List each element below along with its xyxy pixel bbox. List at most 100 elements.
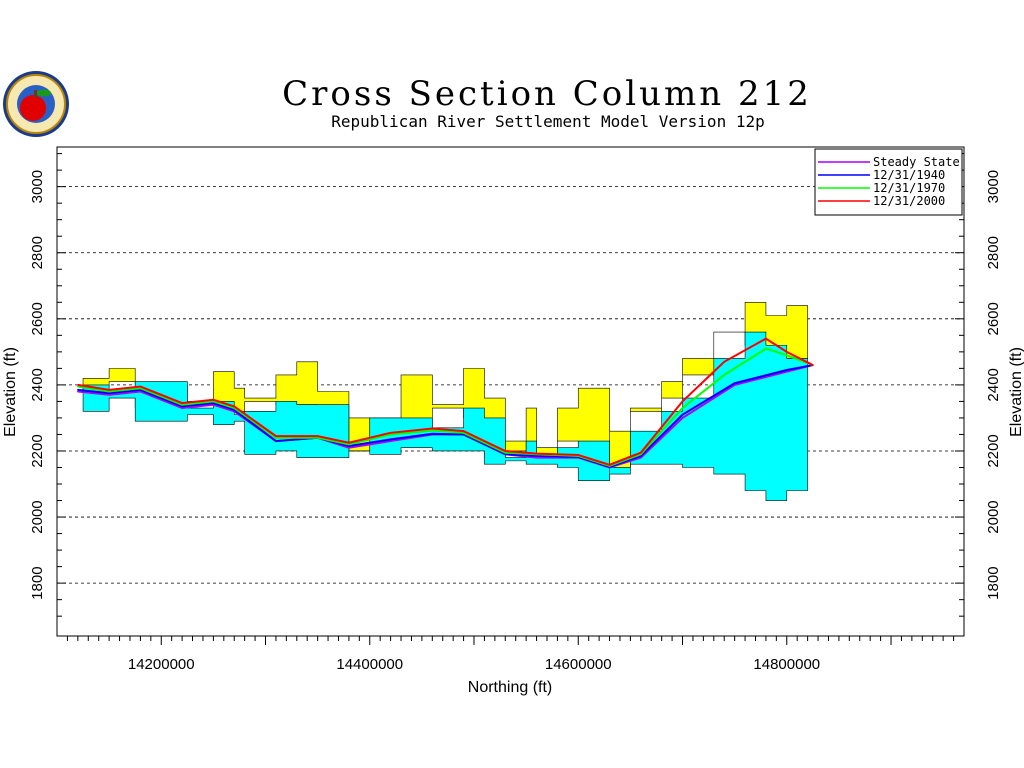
series-point-3-15: [608, 464, 611, 466]
series-point-3-20: [785, 351, 788, 353]
y-tick-label-left-2200: 2200: [29, 434, 46, 467]
series-point-3-6: [275, 435, 277, 437]
y-tick-label-left-2000: 2000: [29, 500, 46, 533]
y-tick-label-right-2200: 2200: [985, 434, 1002, 467]
series-point-0-17: [681, 417, 684, 419]
chart-subtitle: Republican River Settlement Model Versio…: [331, 112, 764, 131]
series-point-3-10: [431, 427, 434, 430]
series-point-0-16: [640, 456, 642, 459]
y-tick-label-left-2800: 2800: [29, 236, 46, 269]
series-line-3: [77, 337, 814, 466]
series-point-1-19: [785, 369, 788, 371]
plot-frame: [56, 146, 965, 637]
series-point-1-1: [108, 392, 110, 394]
series-line-2: [77, 347, 814, 467]
layer-lower-fill: [82, 331, 808, 501]
series-point-2-18: [723, 374, 726, 376]
x-axis-ticks: 14200000 14400000 14600000 14800000: [66, 636, 955, 673]
series-point-3-12: [504, 450, 507, 452]
series-point-2-12: [504, 451, 507, 454]
series-point-1-9: [389, 438, 392, 441]
series-point-3-9: [389, 432, 392, 434]
series-point-2-8: [348, 443, 350, 446]
series-point-1-3: [181, 405, 183, 408]
series-point-3-11: [462, 430, 465, 432]
series-point-2-10: [431, 429, 434, 432]
x-tick-label-14200000: 14200000: [128, 656, 195, 673]
water-level-series: [77, 337, 814, 469]
y-tick-label-left-3000: 3000: [29, 170, 46, 203]
series-point-2-16: [640, 453, 642, 456]
series-point-1-13: [535, 455, 538, 457]
series-point-0-9: [389, 440, 392, 442]
series-point-3-8: [348, 441, 350, 444]
series-point-3-5: [233, 405, 236, 408]
series-point-2-1: [108, 390, 110, 393]
series-point-2-19: [765, 347, 767, 350]
series-point-0-2: [139, 390, 142, 393]
y-axis-label-left: Elevation (ft): [2, 347, 19, 437]
legend-label-1940: 12/31/1940: [873, 168, 945, 182]
series-point-2-9: [389, 433, 392, 436]
gridlines: [57, 186, 964, 584]
y-tick-label-right-1800: 1800: [985, 566, 1002, 599]
y-axis-label-right: Elevation (ft): [1008, 347, 1024, 437]
y-tick-label-right-2600: 2600: [985, 302, 1002, 335]
series-point-0-13: [535, 456, 538, 459]
series-point-0-0: [77, 390, 79, 393]
series-point-3-7: [316, 435, 319, 437]
y-tick-label-left-2600: 2600: [29, 302, 46, 335]
x-tick-label-14400000: 14400000: [336, 656, 403, 673]
aquifer-layers: [82, 301, 808, 501]
y-tick-label-right-2000: 2000: [985, 500, 1002, 533]
series-point-2-0: [77, 385, 79, 388]
series-point-2-3: [181, 403, 183, 406]
series-point-3-3: [181, 402, 183, 404]
y-tick-label-left-2400: 2400: [29, 368, 46, 401]
x-tick-label-14800000: 14800000: [753, 656, 820, 673]
series-point-1-8: [348, 445, 350, 447]
series-point-0-8: [348, 446, 350, 449]
series-point-1-17: [681, 413, 684, 416]
series-point-3-18: [723, 360, 726, 363]
series-point-0-4: [212, 403, 215, 406]
y-tick-label-right-2800: 2800: [985, 236, 1002, 269]
series-point-3-13: [535, 452, 538, 455]
y-tick-label-right-3000: 3000: [985, 170, 1002, 203]
series-point-1-18: [733, 382, 736, 385]
legend-label-steady: Steady State: [873, 155, 960, 169]
legend-label-2000: 12/31/2000: [873, 194, 945, 208]
state-seal-logo: [3, 71, 69, 137]
series-point-2-6: [275, 436, 277, 439]
series-point-2-17: [681, 407, 684, 409]
series-point-3-2: [139, 385, 142, 388]
series-point-1-2: [139, 389, 142, 391]
legend: Steady State 12/31/1940 12/31/1970 12/31…: [814, 148, 963, 216]
series-point-3-0: [77, 384, 79, 386]
series-point-1-0: [77, 389, 79, 391]
y-tick-label-right-2400: 2400: [985, 368, 1002, 401]
y-tick-label-left-1800: 1800: [29, 566, 46, 599]
series-point-2-7: [316, 436, 319, 439]
x-tick-label-14600000: 14600000: [545, 656, 612, 673]
chart-title: Cross Section Column 212: [282, 74, 812, 114]
series-point-0-1: [108, 394, 110, 396]
series-point-2-20: [785, 354, 788, 356]
series-point-3-21: [812, 364, 814, 366]
legend-label-1970: 12/31/1970: [873, 181, 945, 195]
series-point-1-6: [275, 440, 277, 442]
series-point-3-4: [212, 398, 215, 401]
series-point-1-10: [431, 432, 434, 435]
series-point-2-4: [212, 400, 215, 403]
series-point-3-1: [108, 389, 110, 391]
series-point-3-19: [765, 337, 767, 340]
series-point-1-12: [504, 453, 507, 456]
series-point-0-19: [785, 370, 788, 373]
series-point-3-17: [681, 400, 684, 403]
series-point-0-3: [181, 407, 183, 409]
series-point-3-16: [640, 451, 642, 454]
series-point-3-14: [577, 454, 580, 456]
series-point-2-2: [139, 387, 142, 389]
series-point-1-16: [640, 455, 642, 457]
